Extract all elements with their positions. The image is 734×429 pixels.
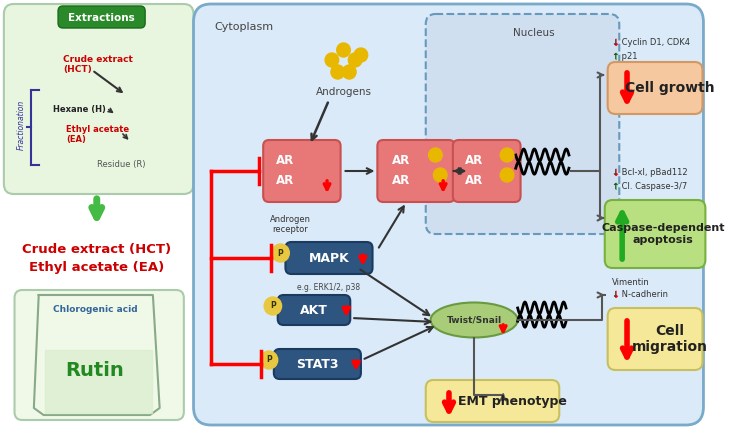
FancyBboxPatch shape bbox=[377, 140, 455, 202]
FancyBboxPatch shape bbox=[277, 295, 350, 325]
FancyBboxPatch shape bbox=[15, 290, 184, 420]
Circle shape bbox=[501, 168, 514, 182]
Circle shape bbox=[434, 168, 447, 182]
FancyBboxPatch shape bbox=[4, 4, 194, 194]
FancyBboxPatch shape bbox=[194, 4, 703, 425]
Text: Nucleus: Nucleus bbox=[513, 28, 554, 38]
Circle shape bbox=[325, 53, 338, 67]
Text: Rutin: Rutin bbox=[65, 360, 124, 380]
Ellipse shape bbox=[431, 302, 517, 338]
FancyBboxPatch shape bbox=[264, 140, 341, 202]
Circle shape bbox=[354, 48, 368, 62]
FancyBboxPatch shape bbox=[58, 6, 145, 28]
Text: P: P bbox=[277, 248, 283, 257]
Text: ↑: ↑ bbox=[611, 52, 619, 62]
Text: Vimentin: Vimentin bbox=[611, 278, 650, 287]
Text: P: P bbox=[270, 302, 276, 311]
Text: Chlorogenic acid: Chlorogenic acid bbox=[53, 305, 137, 314]
Text: AR: AR bbox=[393, 173, 411, 187]
Text: ↑: ↑ bbox=[611, 182, 619, 192]
Text: Caspase-dependent
apoptosis: Caspase-dependent apoptosis bbox=[601, 223, 724, 245]
Text: e.g. ERK1/2, p38: e.g. ERK1/2, p38 bbox=[297, 283, 360, 292]
Text: Cell
migration: Cell migration bbox=[631, 324, 708, 354]
Text: Cell growth: Cell growth bbox=[625, 81, 714, 95]
Text: Androgens: Androgens bbox=[316, 87, 371, 97]
Text: ↓: ↓ bbox=[611, 168, 619, 178]
Text: Fractionation: Fractionation bbox=[17, 100, 26, 150]
Circle shape bbox=[501, 148, 514, 162]
Circle shape bbox=[264, 297, 282, 315]
Text: AKT: AKT bbox=[299, 303, 327, 317]
Text: STAT3: STAT3 bbox=[296, 357, 338, 371]
Circle shape bbox=[331, 65, 344, 79]
Text: AR: AR bbox=[393, 154, 411, 167]
Text: ↓ N-cadherin: ↓ N-cadherin bbox=[611, 290, 667, 299]
FancyBboxPatch shape bbox=[605, 200, 705, 268]
Circle shape bbox=[272, 244, 289, 262]
Text: EMT phenotype: EMT phenotype bbox=[459, 395, 567, 408]
Text: MAPK: MAPK bbox=[308, 251, 349, 265]
FancyBboxPatch shape bbox=[453, 140, 520, 202]
Text: P: P bbox=[266, 356, 272, 365]
Text: Crude extract
(HCT): Crude extract (HCT) bbox=[63, 55, 133, 74]
Text: ↓ Bcl-xl, pBad112: ↓ Bcl-xl, pBad112 bbox=[611, 168, 687, 177]
Text: Extractions: Extractions bbox=[68, 13, 135, 23]
FancyBboxPatch shape bbox=[286, 242, 373, 274]
Text: AR: AR bbox=[465, 154, 483, 167]
Text: ↑ p21: ↑ p21 bbox=[611, 52, 637, 61]
Circle shape bbox=[429, 148, 442, 162]
Text: Residue (R): Residue (R) bbox=[97, 160, 145, 169]
Text: ↓: ↓ bbox=[611, 290, 619, 300]
Text: ↓ Cyclin D1, CDK4: ↓ Cyclin D1, CDK4 bbox=[611, 38, 689, 47]
Text: ↑ Cl. Caspase-3/7: ↑ Cl. Caspase-3/7 bbox=[611, 182, 687, 191]
FancyBboxPatch shape bbox=[426, 380, 559, 422]
Text: Androgen
receptor: Androgen receptor bbox=[270, 215, 310, 234]
Text: Ethyl acetate (EA): Ethyl acetate (EA) bbox=[29, 261, 164, 274]
Text: Ethyl acetate
(EA): Ethyl acetate (EA) bbox=[66, 125, 129, 145]
Text: AR: AR bbox=[465, 173, 483, 187]
Text: Cytoplasm: Cytoplasm bbox=[215, 22, 274, 32]
Text: AR: AR bbox=[276, 173, 294, 187]
Text: Twist/Snail: Twist/Snail bbox=[446, 315, 502, 324]
FancyBboxPatch shape bbox=[426, 14, 619, 234]
Text: Hexane (H): Hexane (H) bbox=[54, 105, 106, 114]
Text: AR: AR bbox=[276, 154, 294, 167]
FancyBboxPatch shape bbox=[274, 349, 361, 379]
FancyBboxPatch shape bbox=[608, 62, 702, 114]
Circle shape bbox=[337, 43, 350, 57]
Circle shape bbox=[349, 53, 362, 67]
Text: Crude extract (HCT): Crude extract (HCT) bbox=[22, 243, 171, 256]
Text: ↓: ↓ bbox=[611, 38, 619, 48]
FancyBboxPatch shape bbox=[608, 308, 702, 370]
Circle shape bbox=[343, 65, 356, 79]
Circle shape bbox=[261, 351, 277, 369]
